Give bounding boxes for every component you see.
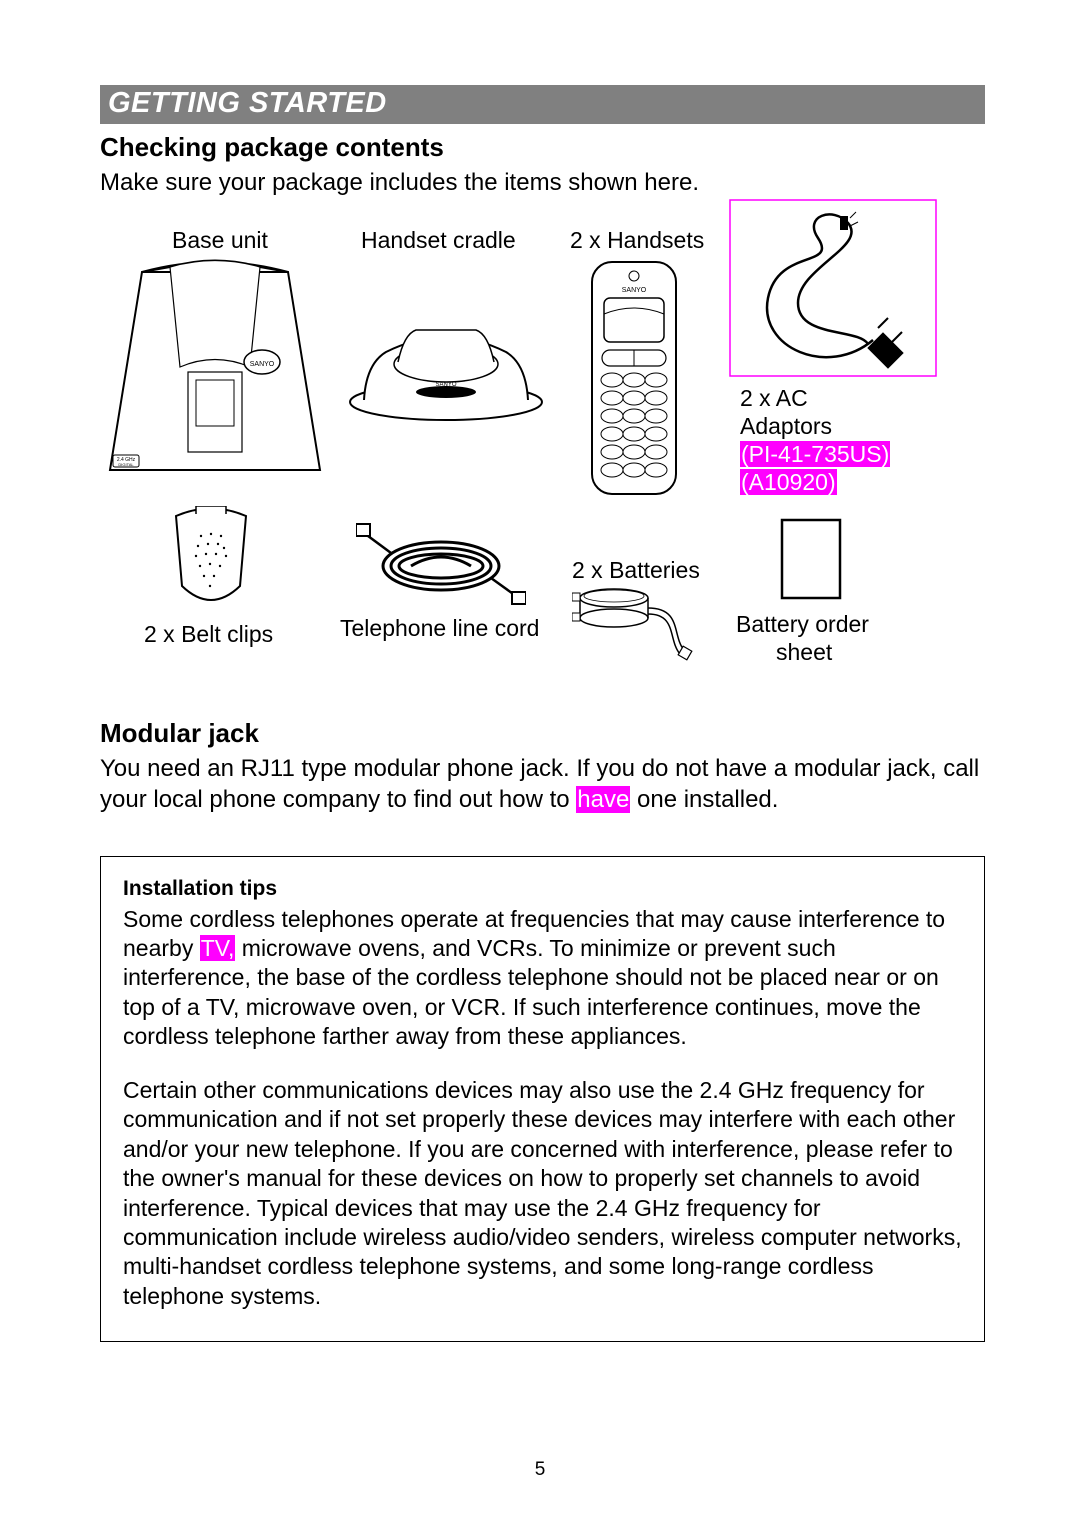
label-handsets: 2 x Handsets <box>570 226 704 255</box>
label-adaptor-model-1: (PI-41-735US) <box>740 440 890 469</box>
label-cradle: Handset cradle <box>361 226 516 255</box>
tips-heading: Installation tips <box>123 877 962 901</box>
tips-highlight: TV, <box>200 935 236 961</box>
label-order-sheet-2: sheet <box>776 638 832 667</box>
svg-text:SANYO: SANYO <box>250 361 275 368</box>
label-adaptor-1: 2 x AC <box>740 384 808 413</box>
ac-adaptor-icon <box>728 198 938 378</box>
label-order-sheet-1: Battery order <box>736 610 869 639</box>
belt-clip-icon <box>166 506 256 616</box>
section-title: GETTING STARTED <box>108 87 977 120</box>
batteries-icon <box>572 586 702 666</box>
handset-icon: SANYO <box>586 254 682 502</box>
label-adaptor-model-2: (A10920) <box>740 468 837 497</box>
modular-paragraph: You need an RJ11 type modular phone jack… <box>100 753 985 815</box>
label-batteries: 2 x Batteries <box>572 556 700 585</box>
tips-p1: Some cordless telephones operate at freq… <box>123 905 962 1052</box>
checking-heading: Checking package contents <box>100 132 985 163</box>
cradle-icon: SANYO <box>346 314 546 424</box>
label-belt-clips: 2 x Belt clips <box>144 620 273 649</box>
svg-text:SANYO: SANYO <box>435 382 456 388</box>
label-adaptor-2: Adaptors <box>740 412 832 441</box>
line-cord-icon <box>356 518 526 608</box>
page-content: GETTING STARTED Checking package content… <box>0 0 1080 1402</box>
label-line-cord: Telephone line cord <box>340 614 539 643</box>
svg-text:SANYO: SANYO <box>622 287 647 294</box>
label-base-unit: Base unit <box>172 226 268 255</box>
svg-text:DIGITAL: DIGITAL <box>118 462 134 467</box>
installation-tips-box: Installation tips Some cordless telephon… <box>100 856 985 1343</box>
modular-text-a: You need an RJ11 type modular phone jack… <box>100 755 979 813</box>
modular-highlight: have <box>576 786 630 813</box>
page-number: 5 <box>0 1459 1080 1481</box>
modular-heading: Modular jack <box>100 718 985 749</box>
package-contents-diagram: Base unit SANYO 2.4 GHz DIGITAL Handset … <box>100 218 980 688</box>
order-sheet-icon <box>780 518 842 600</box>
base-unit-icon: SANYO 2.4 GHz DIGITAL <box>100 252 330 482</box>
section-banner: GETTING STARTED <box>100 85 985 124</box>
tips-p1-b: microwave ovens, and VCRs. To minimize o… <box>123 935 939 1049</box>
tips-p2: Certain other communications devices may… <box>123 1076 962 1312</box>
checking-intro: Make sure your package includes the item… <box>100 167 985 198</box>
modular-text-b: one installed. <box>630 786 778 813</box>
